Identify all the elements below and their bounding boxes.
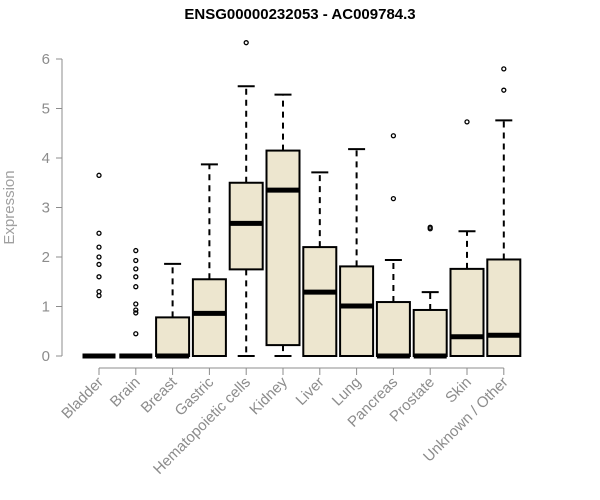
outlier-point xyxy=(133,257,139,264)
outlier-point xyxy=(133,266,139,272)
y-tick-label: 1 xyxy=(42,299,50,316)
outlier-point xyxy=(133,301,139,307)
chart-title: ENSG00000232053 - AC009784.3 xyxy=(184,6,416,23)
box-brain: Brain xyxy=(107,247,153,411)
outlier-point xyxy=(96,254,102,260)
box-unknown-other: Unknown / Other xyxy=(420,66,522,465)
y-tick-label: 5 xyxy=(42,101,50,118)
outlier-point xyxy=(133,310,139,316)
y-tick-label: 3 xyxy=(42,200,50,217)
x-tick-label: Skin xyxy=(442,374,475,407)
box-gastric: Gastric xyxy=(172,163,227,419)
outlier-point xyxy=(133,247,139,254)
outlier-point xyxy=(501,87,507,93)
box-lung: Lung xyxy=(329,148,375,409)
y-tick-label: 2 xyxy=(42,249,50,266)
outlier-point xyxy=(243,40,249,46)
box-body xyxy=(339,265,375,357)
x-tick-label: Kidney xyxy=(246,373,291,418)
outlier-point xyxy=(501,66,507,72)
outlier-point xyxy=(96,292,102,299)
outlier-point xyxy=(96,244,102,250)
outlier-point xyxy=(133,284,139,290)
box-body xyxy=(412,308,448,357)
outlier-point xyxy=(96,230,102,236)
y-tick-label: 6 xyxy=(42,51,50,68)
box-body xyxy=(265,149,301,347)
outlier-point xyxy=(133,274,139,280)
y-tick-label: 0 xyxy=(42,348,50,365)
outlier-point xyxy=(133,331,139,337)
outlier-point xyxy=(133,307,139,313)
outlier-point xyxy=(390,195,397,202)
y-axis-label: Expression xyxy=(1,170,18,244)
outlier-point xyxy=(390,133,397,139)
box-hematopoietic-cells: Hematopoietic cells xyxy=(150,40,264,478)
x-tick-label: Liver xyxy=(293,374,328,409)
box-body xyxy=(228,181,264,271)
outlier-point xyxy=(427,226,433,232)
x-tick-label: Bladder xyxy=(58,374,107,423)
box-body xyxy=(191,278,227,357)
outlier-point xyxy=(96,274,102,280)
box-body xyxy=(375,301,411,358)
box-bladder: Bladder xyxy=(58,172,116,423)
box-body xyxy=(302,246,338,358)
box-body xyxy=(486,258,522,358)
outlier-point xyxy=(464,119,470,125)
outlier-point xyxy=(96,172,102,178)
box-body xyxy=(449,267,485,358)
box-breast: Breast xyxy=(138,262,191,416)
y-tick-label: 4 xyxy=(42,150,50,167)
outlier-point xyxy=(96,261,102,268)
box-skin: Skin xyxy=(442,119,485,407)
box-body xyxy=(155,316,191,358)
